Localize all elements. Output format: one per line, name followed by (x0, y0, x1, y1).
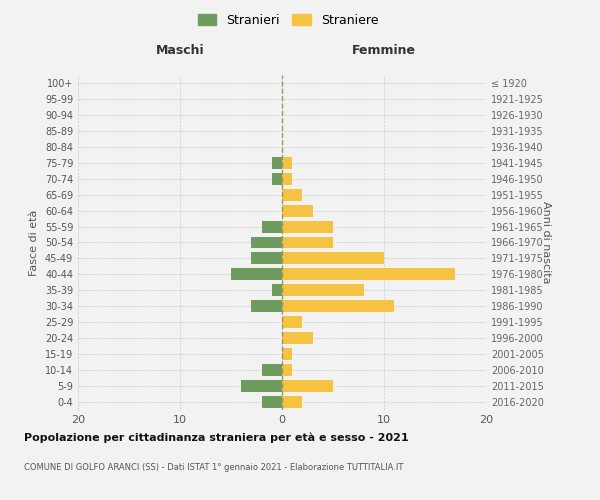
Bar (231, 268, 282, 280)
Bar (282, 188, 302, 200)
Bar (262, 364, 282, 376)
Bar (251, 236, 282, 248)
Bar (282, 268, 455, 280)
Text: COMUNE DI GOLFO ARANCI (SS) - Dati ISTAT 1° gennaio 2021 - Elaborazione TUTTITAL: COMUNE DI GOLFO ARANCI (SS) - Dati ISTAT… (24, 462, 403, 471)
Bar (282, 172, 292, 184)
Bar (262, 396, 282, 408)
Bar (282, 332, 313, 344)
Y-axis label: Anni di nascita: Anni di nascita (541, 201, 551, 284)
Bar (282, 364, 292, 376)
Bar (282, 300, 394, 312)
Bar (282, 396, 302, 408)
Bar (282, 316, 302, 328)
Bar (282, 380, 333, 392)
Bar (262, 220, 282, 232)
Bar (282, 284, 364, 296)
Bar (272, 172, 282, 184)
Bar (251, 300, 282, 312)
Bar (282, 348, 292, 360)
Bar (282, 157, 292, 168)
Text: Popolazione per cittadinanza straniera per età e sesso - 2021: Popolazione per cittadinanza straniera p… (24, 432, 409, 443)
Bar (282, 204, 313, 216)
Text: Femmine: Femmine (352, 44, 416, 58)
Bar (282, 252, 384, 264)
Text: Maschi: Maschi (155, 44, 205, 58)
Bar (241, 380, 282, 392)
Bar (272, 284, 282, 296)
Bar (282, 236, 333, 248)
Bar (282, 220, 333, 232)
Bar (251, 252, 282, 264)
Bar (272, 157, 282, 168)
Y-axis label: Fasce di età: Fasce di età (29, 210, 39, 276)
Legend: Stranieri, Straniere: Stranieri, Straniere (193, 8, 383, 32)
